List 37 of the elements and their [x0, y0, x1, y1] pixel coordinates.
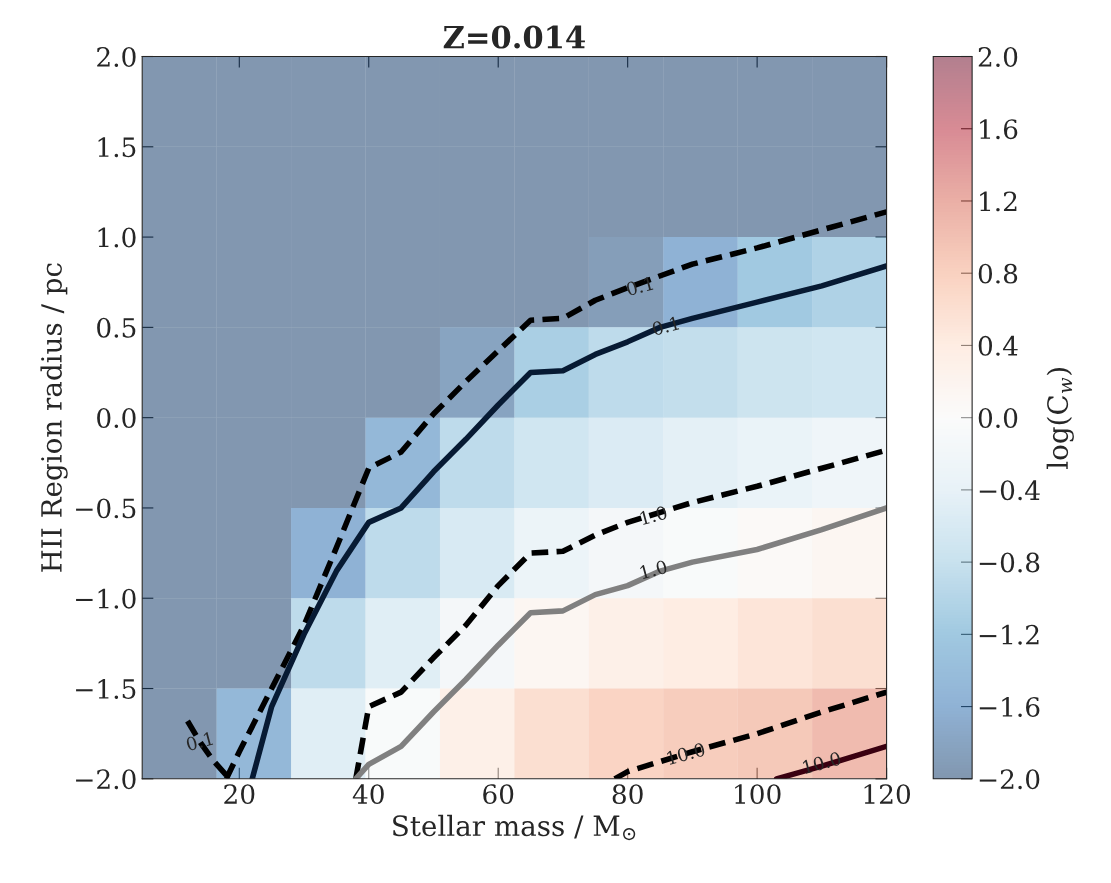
x-tick-label: 120 [864, 784, 911, 805]
color-bar-label: 1.6 [980, 119, 1018, 140]
x-tick-label: 40 [352, 784, 384, 805]
color-bar-label: −1.2 [979, 624, 1039, 645]
y-tick-label: 2.0 [97, 46, 136, 67]
annotation: 0.1 [185, 731, 214, 752]
annotation: 0.1 [651, 316, 680, 336]
color-bar-label: 2.0 [978, 46, 1018, 67]
annotation: 1.0 [639, 505, 668, 526]
chart-title: Z=0.014 [443, 25, 585, 49]
x-axis-title: Stellar mass / M$_{⊙}$ [393, 814, 636, 841]
y-tick-label: 0.5 [97, 317, 136, 338]
color-bar-title: log(C$_{w}$) [1046, 368, 1074, 469]
annotation: 0.1 [625, 276, 654, 297]
color-bar-label: 1.2 [980, 191, 1017, 212]
color-bar-label: −1.6 [979, 697, 1040, 717]
y-tick-label: −2.0 [76, 769, 136, 790]
y-tick-label: 1.0 [98, 227, 136, 248]
annotation: 10.0 [666, 742, 706, 766]
annotation: 1.0 [639, 559, 668, 580]
y-tick-label: 1.5 [98, 137, 136, 158]
x-tick-label: 100 [735, 784, 781, 805]
color-bar-label: −0.8 [979, 552, 1040, 573]
color-bar-label: −0.4 [979, 480, 1040, 501]
color-bar-label: −2.0 [979, 769, 1040, 790]
y-tick-label: −1.5 [76, 678, 136, 699]
color-bar-label: 0.0 [978, 408, 1018, 429]
y-tick-label: −0.5 [76, 498, 136, 519]
color-bar-label: 0.8 [978, 263, 1018, 284]
y-tick-label: −1.0 [76, 588, 136, 609]
y-tick-label: 0.0 [97, 408, 136, 429]
y-axis-title: HII Region radius / pc [40, 263, 68, 572]
x-tick-label: 80 [612, 784, 643, 805]
annotation: 10.0 [802, 751, 842, 775]
x-tick-label: 60 [483, 784, 514, 805]
x-tick-label: 20 [224, 784, 255, 805]
color-bar-label: 0.4 [978, 335, 1018, 356]
